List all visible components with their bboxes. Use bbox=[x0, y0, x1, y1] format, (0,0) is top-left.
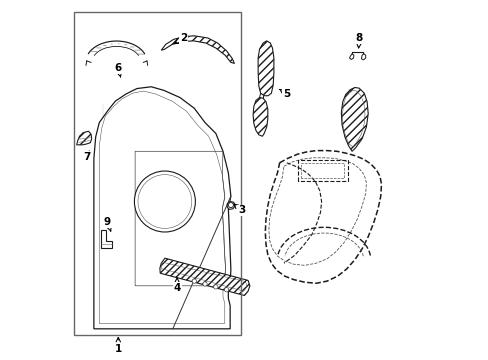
Polygon shape bbox=[160, 258, 249, 296]
Polygon shape bbox=[77, 131, 92, 145]
Bar bbox=[74, 12, 241, 335]
Circle shape bbox=[203, 282, 207, 286]
Polygon shape bbox=[341, 87, 367, 151]
Circle shape bbox=[213, 285, 218, 289]
Text: 8: 8 bbox=[355, 33, 362, 48]
Circle shape bbox=[134, 171, 195, 232]
Text: 6: 6 bbox=[114, 63, 122, 77]
Circle shape bbox=[228, 203, 233, 208]
Polygon shape bbox=[101, 230, 112, 248]
Polygon shape bbox=[361, 54, 365, 60]
Polygon shape bbox=[227, 202, 235, 210]
Text: 7: 7 bbox=[83, 151, 90, 162]
Text: 4: 4 bbox=[173, 278, 181, 293]
Polygon shape bbox=[349, 54, 353, 59]
Polygon shape bbox=[258, 41, 273, 96]
Polygon shape bbox=[94, 87, 230, 329]
Circle shape bbox=[192, 279, 196, 283]
Text: 9: 9 bbox=[104, 217, 111, 231]
Text: 1: 1 bbox=[114, 337, 122, 354]
Circle shape bbox=[224, 288, 228, 292]
Text: 5: 5 bbox=[279, 89, 290, 99]
Text: 2: 2 bbox=[174, 33, 187, 44]
Polygon shape bbox=[161, 36, 234, 63]
Text: 3: 3 bbox=[233, 204, 245, 216]
Polygon shape bbox=[253, 98, 267, 136]
